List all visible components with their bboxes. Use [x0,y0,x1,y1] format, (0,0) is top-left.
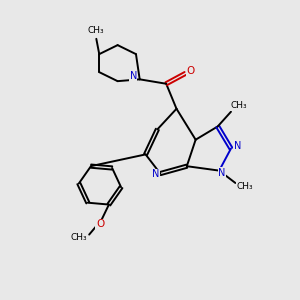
Text: N: N [218,168,226,178]
Text: CH₃: CH₃ [236,182,253,191]
Text: N: N [152,169,160,179]
Text: N: N [130,71,137,81]
Text: CH₃: CH₃ [70,233,87,242]
Text: CH₃: CH₃ [88,26,105,35]
Text: CH₃: CH₃ [231,101,247,110]
Text: O: O [187,66,195,76]
Text: O: O [96,219,104,229]
Text: N: N [234,141,241,151]
